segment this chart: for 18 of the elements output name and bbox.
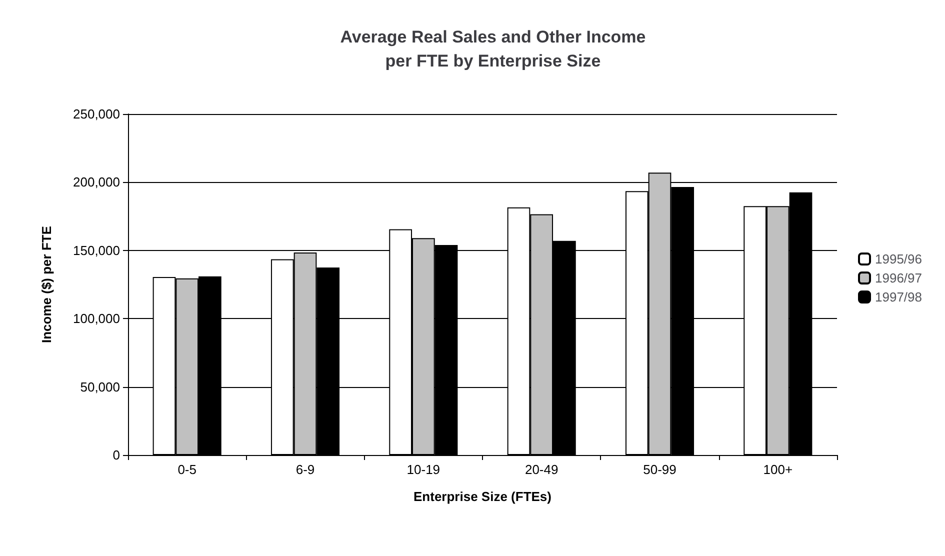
x-tick-label: 20-49: [524, 462, 558, 477]
y-tick-label: 250,000: [73, 106, 120, 122]
legend-label: 1997/98: [875, 290, 922, 304]
x-axis-title: Enterprise Size (FTEs): [414, 489, 552, 504]
legend-label: 1995/96: [875, 252, 922, 266]
y-tick-label: 0: [112, 448, 120, 462]
x-tick-label: 0-5: [178, 462, 196, 477]
x-tick-label: 100+: [763, 462, 793, 477]
x-tick-label: 6-9: [296, 462, 315, 477]
legend-label: 1996/97: [875, 270, 922, 286]
y-axis-title: Income ($) per FTE: [39, 226, 54, 344]
x-tick-label: 10-19: [406, 462, 440, 477]
y-tick-label: 100,000: [73, 311, 120, 326]
y-tick-label: 50,000: [80, 379, 120, 394]
y-tick-label: 150,000: [73, 242, 120, 258]
chart-title: Average Real Sales and Other Income per FTE by Enterprise Size: [340, 28, 646, 70]
x-tick-label: 50-99: [643, 462, 676, 477]
y-tick-label: 200,000: [73, 174, 120, 190]
